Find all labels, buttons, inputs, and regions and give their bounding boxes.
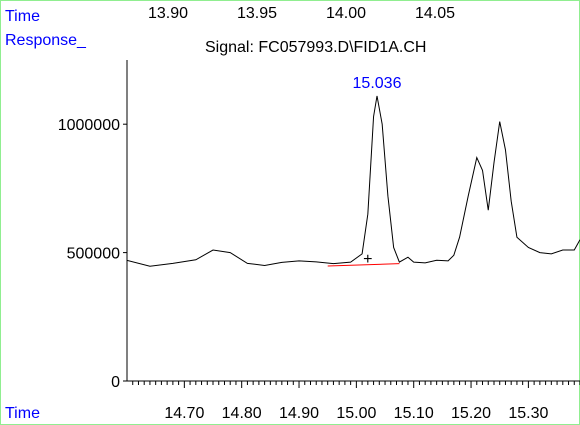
- x-axis-tick-label: 14.70: [164, 405, 204, 422]
- y-axis-tick-label: 500000: [67, 246, 120, 263]
- bottom-axis-label: Time: [5, 405, 40, 422]
- x-axis-tick-label: 15.20: [451, 405, 491, 422]
- y-axis-ticks: 0 500000 1000000: [58, 117, 127, 391]
- signal-title: Signal: FC057993.D\FID1A.CH: [205, 39, 426, 56]
- x-axis-tick-label: 14.90: [279, 405, 319, 422]
- integration-baseline: [327, 263, 400, 267]
- x-axis-tick-label: 15.30: [508, 405, 548, 422]
- y-axis-tick-label: 0: [111, 374, 120, 391]
- x-axis-tick-label: 14.80: [222, 405, 262, 422]
- top-axis-tick-label: 13.95: [237, 5, 277, 22]
- y-axis-tick-label: 1000000: [58, 117, 120, 134]
- peak-label: 15.036: [353, 75, 402, 92]
- top-axis-tick-label: 14.05: [415, 5, 455, 22]
- series-line: [126, 95, 580, 267]
- peak-start-marker: +: [363, 251, 372, 268]
- response-label: Response_: [5, 32, 87, 49]
- top-axis-tick-label: 13.90: [148, 5, 188, 22]
- top-axis-label: Time: [5, 8, 40, 25]
- x-axis-ticks: 14.70 14.80 14.90 15.00 15.10 15.20 15.30: [132, 381, 580, 422]
- top-axis-tick-label: 14.00: [326, 5, 366, 22]
- x-axis-tick-label: 15.10: [394, 405, 434, 422]
- x-axis-tick-label: 15.00: [336, 405, 376, 422]
